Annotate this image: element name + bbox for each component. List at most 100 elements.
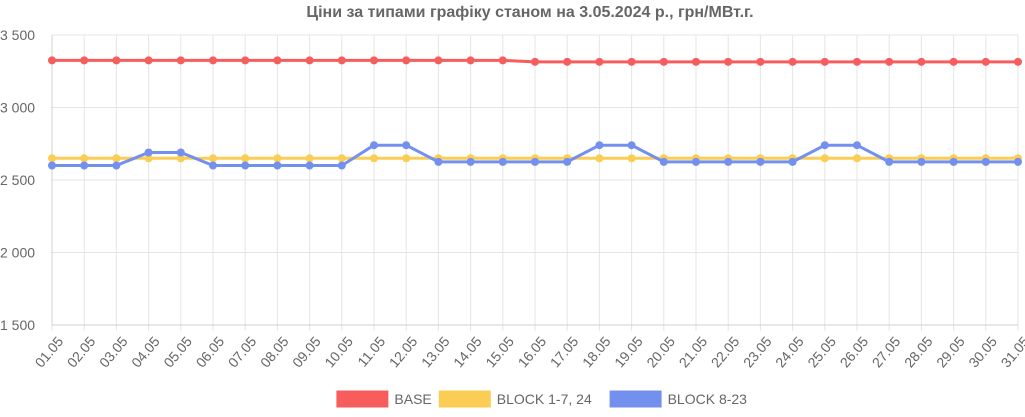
data-point[interactable] [241, 161, 250, 170]
data-point[interactable] [853, 57, 861, 66]
data-point[interactable] [627, 57, 636, 66]
data-point[interactable] [144, 56, 153, 65]
y-tick-label: 3 500 [0, 27, 35, 43]
data-point[interactable] [144, 148, 153, 157]
x-tick-label: 30.05 [965, 333, 1000, 370]
data-point[interactable] [949, 57, 958, 66]
data-point[interactable] [337, 161, 346, 170]
data-point[interactable] [337, 56, 346, 65]
data-point[interactable] [820, 154, 829, 163]
data-point[interactable] [498, 56, 507, 65]
data-point[interactable] [949, 157, 958, 166]
data-point[interactable] [853, 141, 861, 150]
y-tick-label: 3 000 [0, 100, 35, 116]
x-tick-label: 17.05 [547, 333, 582, 370]
data-point[interactable] [370, 141, 378, 150]
x-tick-label: 24.05 [772, 333, 807, 370]
data-point[interactable] [595, 141, 604, 150]
data-point[interactable] [48, 154, 56, 163]
data-point[interactable] [981, 157, 990, 166]
legend[interactable]: BASE BLOCK 1-7, 24 BLOCK 8-23 [336, 390, 748, 408]
data-point[interactable] [80, 154, 89, 163]
data-point[interactable] [820, 57, 829, 66]
data-point[interactable] [531, 157, 539, 166]
data-point[interactable] [112, 154, 121, 163]
data-point[interactable] [498, 157, 507, 166]
data-point[interactable] [434, 157, 443, 166]
data-point[interactable] [209, 161, 217, 170]
x-tick-label: 13.05 [418, 333, 453, 370]
data-point[interactable] [692, 157, 700, 166]
data-point[interactable] [241, 56, 250, 65]
legend-swatch [438, 390, 491, 408]
data-point[interactable] [370, 154, 378, 163]
legend-item[interactable]: BASE [336, 390, 432, 408]
x-tick-label: 28.05 [901, 333, 936, 370]
data-point[interactable] [241, 154, 250, 163]
data-point[interactable] [305, 56, 314, 65]
data-point[interactable] [692, 57, 700, 66]
data-point[interactable] [531, 57, 539, 66]
data-point[interactable] [885, 57, 894, 66]
data-point[interactable] [176, 148, 185, 157]
data-point[interactable] [176, 154, 185, 163]
data-point[interactable] [402, 154, 411, 163]
data-point[interactable] [466, 56, 475, 65]
data-point[interactable] [659, 157, 668, 166]
data-point[interactable] [80, 56, 89, 65]
data-point[interactable] [273, 56, 282, 65]
series-base [48, 56, 1022, 66]
x-tick-label: 23.05 [740, 333, 775, 370]
x-tick-label: 05.05 [160, 333, 195, 370]
data-point[interactable] [756, 157, 765, 166]
data-point[interactable] [853, 154, 861, 163]
data-point[interactable] [820, 141, 829, 150]
data-point[interactable] [595, 154, 604, 163]
data-point[interactable] [176, 56, 185, 65]
legend-item[interactable]: BLOCK 1-7, 24 [438, 390, 592, 408]
data-point[interactable] [144, 154, 153, 163]
data-point[interactable] [917, 57, 926, 66]
data-point[interactable] [885, 157, 894, 166]
data-point[interactable] [627, 154, 636, 163]
data-point[interactable] [466, 157, 475, 166]
data-point[interactable] [595, 57, 604, 66]
data-point[interactable] [112, 56, 121, 65]
data-point[interactable] [724, 57, 733, 66]
x-tick-label: 07.05 [225, 333, 260, 370]
data-point[interactable] [563, 157, 572, 166]
data-point[interactable] [305, 161, 314, 170]
data-point[interactable] [80, 161, 89, 170]
data-point[interactable] [305, 154, 314, 163]
data-point[interactable] [1014, 157, 1022, 166]
x-tick-label: 08.05 [257, 333, 292, 370]
data-point[interactable] [370, 56, 378, 65]
data-point[interactable] [627, 141, 636, 150]
data-point[interactable] [563, 57, 572, 66]
x-tick-label: 09.05 [289, 333, 324, 370]
data-point[interactable] [756, 57, 765, 66]
data-point[interactable] [917, 157, 926, 166]
legend-item[interactable]: BLOCK 8-23 [609, 390, 748, 408]
x-tick-label: 21.05 [675, 333, 710, 370]
data-point[interactable] [724, 157, 733, 166]
data-point[interactable] [48, 161, 56, 170]
data-point[interactable] [788, 57, 797, 66]
data-point[interactable] [402, 141, 411, 150]
data-point[interactable] [659, 57, 668, 66]
data-point[interactable] [273, 161, 282, 170]
data-point[interactable] [434, 56, 443, 65]
x-tick-label: 26.05 [836, 333, 871, 370]
data-point[interactable] [337, 154, 346, 163]
data-point[interactable] [273, 154, 282, 163]
data-point[interactable] [209, 154, 217, 163]
data-point[interactable] [981, 57, 990, 66]
data-point[interactable] [112, 161, 121, 170]
data-point[interactable] [1014, 57, 1022, 66]
x-tick-label: 06.05 [192, 333, 227, 370]
data-point[interactable] [402, 56, 411, 65]
data-point[interactable] [788, 157, 797, 166]
data-point[interactable] [48, 56, 56, 65]
legend-label: BLOCK 8-23 [668, 391, 748, 407]
data-point[interactable] [209, 56, 217, 65]
